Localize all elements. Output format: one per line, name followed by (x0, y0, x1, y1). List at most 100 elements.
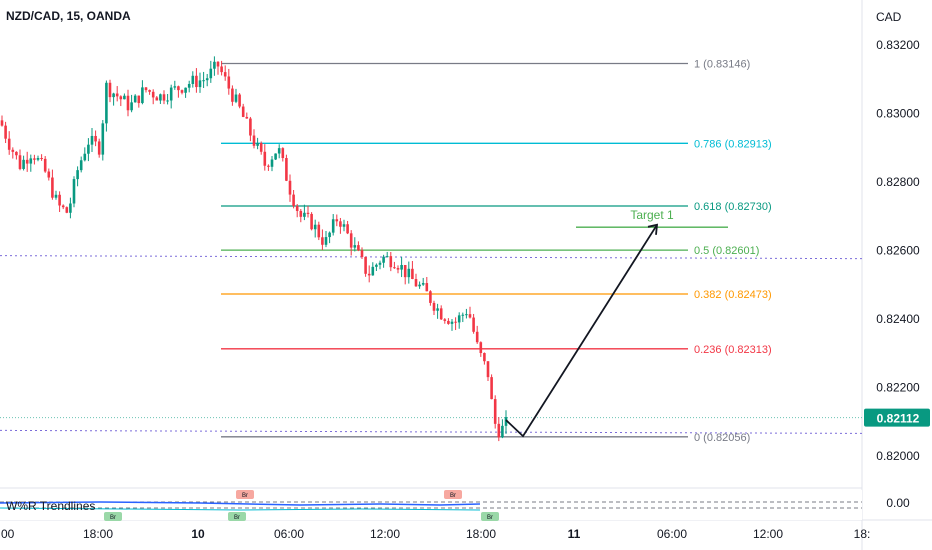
candle-body (418, 284, 421, 287)
dotted-level-line (0, 429, 863, 434)
candle-body (357, 245, 360, 251)
candle-body (331, 219, 335, 233)
candle-body (252, 135, 256, 146)
candle-body (94, 135, 97, 142)
candle-body (7, 138, 11, 150)
candle-body (76, 170, 79, 180)
fib-level-label: 0.236 (0.82313) (694, 344, 772, 356)
candle-body (0, 120, 4, 126)
currency-label: CAD (876, 10, 902, 24)
candle-body (223, 72, 227, 77)
candle-body (15, 151, 18, 156)
y-tick-label: 0.83000 (876, 107, 920, 121)
x-tick-label: :00 (0, 527, 15, 541)
candle-body (353, 245, 357, 248)
y-tick-label: 0.82000 (876, 449, 920, 463)
candle-body (151, 91, 155, 98)
candle-body (403, 264, 407, 278)
candle-body (339, 221, 342, 227)
candle-body (472, 317, 475, 332)
x-tick-label: 12:00 (753, 527, 783, 541)
candle-body (90, 135, 94, 145)
candle-body (321, 237, 324, 245)
candle-body (454, 321, 457, 323)
candle-body (198, 80, 202, 88)
candle-body (483, 353, 486, 362)
candle-body (123, 95, 126, 100)
candle-body (288, 180, 292, 195)
candle-body (249, 118, 252, 136)
candle-body (501, 425, 504, 438)
candle-body (54, 194, 58, 198)
candle-body (148, 90, 151, 92)
indicator-line (0, 501, 481, 506)
x-tick-label: 06:00 (274, 527, 304, 541)
candle-body (443, 319, 447, 321)
candle-body (234, 94, 238, 102)
candle-body (342, 224, 346, 227)
candle-body (144, 87, 148, 91)
candle-body (457, 315, 461, 323)
x-tick-label: 18:00 (466, 527, 496, 541)
candle-body (306, 212, 310, 214)
fib-level-label: 0 (0.82056) (694, 432, 750, 444)
candle-body (367, 273, 371, 276)
candle-body (371, 266, 375, 276)
x-tick-label: 11 (568, 527, 581, 541)
candle-body (79, 160, 83, 171)
projection-arrowhead (647, 223, 659, 235)
candle-body (310, 213, 313, 230)
y-tick-label: 0.83200 (876, 38, 920, 52)
dotted-level-line (0, 255, 863, 260)
candle-body (130, 102, 133, 111)
x-tick-label: 12:00 (370, 527, 400, 541)
y-tick-label: 0.82800 (876, 175, 920, 189)
candle-body (166, 100, 169, 102)
candle-body (393, 267, 396, 269)
candle-body (22, 159, 25, 169)
candle-body (461, 314, 465, 316)
candle-body (126, 95, 130, 111)
indicator-line (0, 507, 481, 511)
candle-body (108, 82, 112, 98)
candle-body (281, 148, 285, 159)
candle-body (285, 158, 288, 181)
candle-body (274, 153, 277, 160)
candle-body (421, 283, 425, 285)
candle-body (295, 205, 299, 211)
last-price-badge (864, 408, 930, 427)
fib-level-label: 0.786 (0.82913) (694, 138, 772, 150)
candle-body (11, 149, 15, 152)
candle-body (119, 96, 123, 100)
candle-body (61, 205, 65, 208)
candle-body (69, 203, 72, 213)
candle-body (43, 158, 47, 172)
candle-body (400, 264, 403, 270)
indicator-marker-label: Br (242, 493, 248, 499)
candle-body (238, 94, 241, 107)
dotted-levels (0, 255, 863, 434)
candle-body (112, 93, 115, 98)
candle-body (169, 87, 173, 101)
candle-body (407, 268, 411, 278)
candle-body (83, 153, 87, 161)
candle-body (375, 264, 378, 267)
candle-body (25, 159, 29, 164)
candle-body (101, 123, 105, 155)
candle-body (497, 423, 501, 438)
candle-body (299, 210, 303, 217)
target-label: Target 1 (630, 208, 674, 222)
y-tick-label: 0.82400 (876, 312, 920, 326)
candle-body (141, 87, 144, 104)
candle-body (490, 377, 493, 400)
candle-body (468, 314, 472, 318)
candle-body (324, 237, 328, 245)
candle-body (58, 194, 61, 206)
y-tick-label: 0.82600 (876, 244, 920, 258)
candle-body (436, 308, 439, 311)
x-tick-label: 18: (854, 527, 871, 541)
candle-body (414, 279, 418, 287)
candle-body (115, 93, 119, 97)
indicator-marker (481, 512, 499, 521)
